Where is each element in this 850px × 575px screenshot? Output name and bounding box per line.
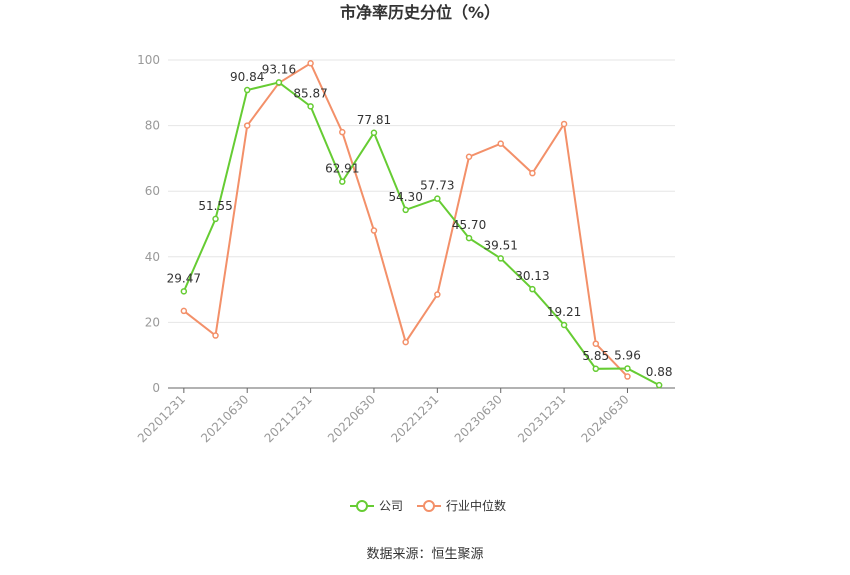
y-tick-label: 100 [137,53,160,67]
x-tick-label: 20230630 [452,392,505,445]
series-line [182,81,660,386]
source-note: 数据来源：恒生聚源 [366,547,483,562]
x-axis: 20201231 20210630 20211231 20220630 20221231… [135,387,675,445]
legend-marker [423,500,435,512]
y-tick-label: 40 [145,250,160,264]
data-point [212,332,219,339]
data-point [497,255,504,262]
data-label: 39.51 [484,238,518,252]
data-label: 29.47 [167,271,201,285]
data-point [212,215,219,223]
data-point [434,291,441,298]
data-point [307,103,314,110]
x-tick-label: 20211231 [262,392,315,445]
data-point [560,321,568,329]
data-point [275,79,283,86]
x-tick-label: 20221231 [388,392,441,445]
data-point [529,285,536,293]
x-tick-label: 20201231 [135,392,188,445]
data-point [402,338,409,346]
data-point [370,129,378,137]
data-point [243,122,251,129]
data-point [560,120,568,128]
legend-marker [356,500,368,512]
data-label: 93.16 [262,62,296,76]
x-tick-label: 20210630 [198,392,251,445]
data-point [180,288,188,295]
data-point [592,340,600,347]
data-point [592,365,600,373]
data-point [434,195,441,202]
data-label: 0.88 [646,365,673,379]
legend-item-label: 公司 [379,499,403,513]
y-axis: 0 20 40 60 80 100 [137,53,160,395]
data-label: 62.91 [325,162,359,176]
y-tick-label: 20 [145,315,160,329]
legend-item-label: 行业中位数 [446,498,506,513]
data-label: 85.87 [293,86,327,100]
data-label: 54.30 [388,190,422,204]
data-point [465,234,473,242]
series-1 [180,60,631,380]
x-tick-label: 20231231 [515,392,568,445]
y-tick-label: 60 [145,184,160,198]
data-point [624,365,631,372]
x-tick-label: 20240630 [579,392,632,445]
data-point [370,227,378,234]
data-point [465,153,473,161]
x-tick-label: 20220630 [325,392,378,445]
data-label: 19.21 [547,305,581,319]
data-label: 45.70 [452,218,486,232]
data-point [339,128,346,136]
data-point [497,140,504,147]
y-tick-label: 0 [152,381,160,395]
data-point [624,373,631,380]
data-point [307,60,314,67]
data-point [339,178,346,185]
legend[interactable]: 公司 行业中位数 [350,498,506,513]
data-label: 77.81 [357,113,391,127]
data-point [529,169,536,177]
data-label: 51.55 [198,199,232,213]
data-label: 57.73 [420,179,454,193]
chart-title: 市净率历史分位（%） [340,3,500,22]
series-line [183,61,629,378]
data-label: 30.13 [515,269,549,283]
data-label: 90.84 [230,70,264,84]
data-label: 5.96 [614,348,641,362]
data-point [402,206,409,214]
data-label: 5.85 [582,349,609,363]
data-point [243,86,251,94]
data-point [655,381,663,389]
grid [168,59,675,323]
data-point [180,307,188,315]
y-tick-label: 80 [145,119,160,133]
